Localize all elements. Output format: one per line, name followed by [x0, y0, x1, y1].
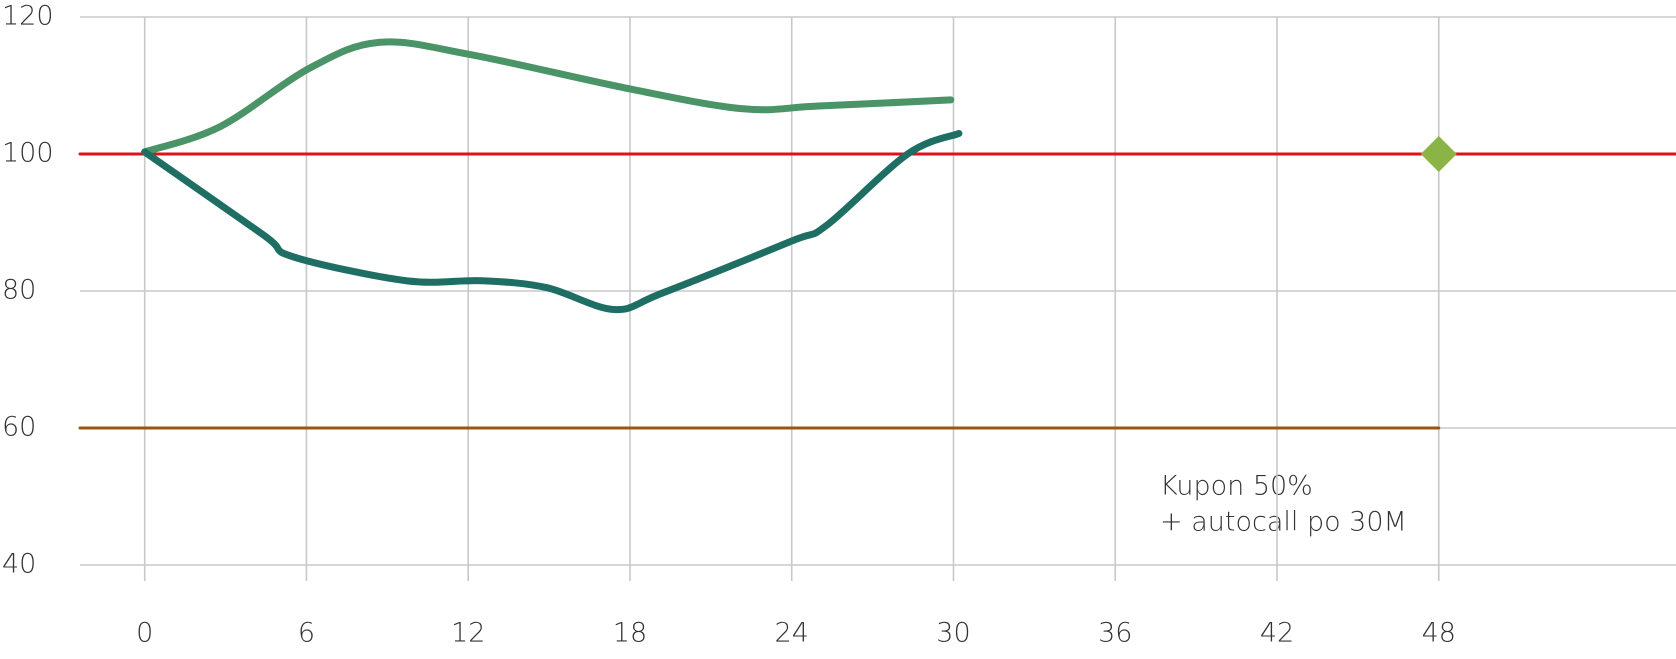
line: [141, 38, 955, 156]
y-tick-label: 60: [2, 412, 36, 443]
x-tick-label: 18: [613, 618, 647, 649]
x-tick-label: 36: [1098, 618, 1132, 649]
x-tick-label: 24: [775, 618, 809, 649]
x-tick-label: 42: [1260, 618, 1294, 649]
x-tick-label: 12: [451, 618, 485, 649]
y-tick-label: 80: [2, 275, 36, 306]
line: [141, 129, 963, 314]
y-tick-label: 100: [2, 138, 54, 169]
point: [1420, 136, 1457, 172]
x-tick-label: 6: [298, 618, 315, 649]
y-tick-label: 120: [2, 1, 54, 32]
annotation: Kupon 50%: [1160, 471, 1313, 502]
annotation: + autocall po 30M: [1160, 507, 1407, 538]
y-tick-label: 40: [2, 549, 36, 580]
x-tick-label: 48: [1422, 618, 1456, 649]
x-tick-label: 30: [936, 618, 970, 649]
x-tick-label: 0: [136, 618, 153, 649]
